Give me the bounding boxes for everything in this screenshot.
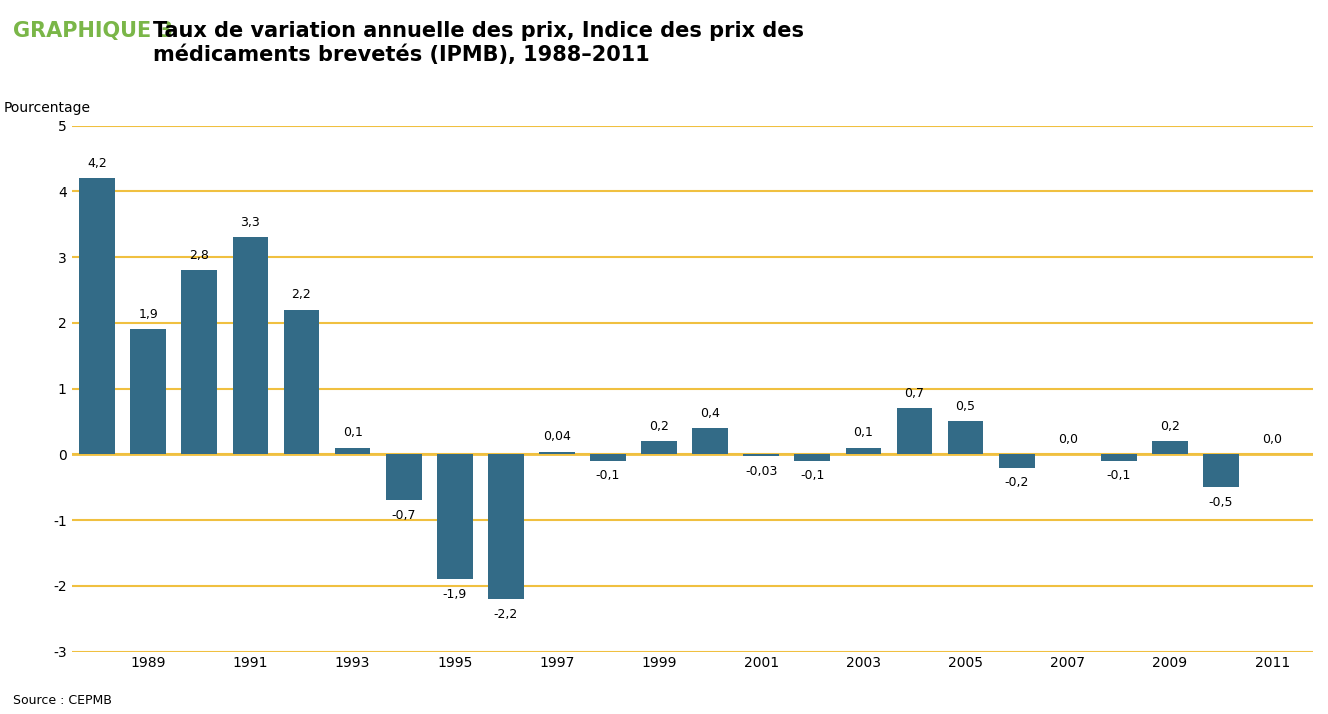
Text: -0,5: -0,5 [1208, 496, 1234, 509]
Bar [896, 408, 932, 454]
Bar [487, 454, 523, 599]
Text: -0,1: -0,1 [1106, 470, 1131, 483]
Text: 0,1: 0,1 [343, 426, 363, 439]
Text: -0,1: -0,1 [596, 470, 620, 483]
Text: -0,7: -0,7 [392, 509, 416, 522]
Text: Source : CEPMB: Source : CEPMB [13, 694, 112, 707]
Text: GRAPHIQUE 3: GRAPHIQUE 3 [13, 21, 173, 41]
Bar [590, 454, 625, 461]
Text: 0,5: 0,5 [956, 400, 976, 413]
Text: 3,3: 3,3 [240, 216, 260, 229]
Bar [846, 448, 882, 454]
Bar [794, 454, 830, 461]
Text: 2,8: 2,8 [190, 248, 210, 262]
Bar [437, 454, 473, 579]
Bar [335, 448, 371, 454]
Text: 0,2: 0,2 [1161, 420, 1179, 433]
Text: -0,03: -0,03 [745, 465, 777, 478]
Text: 0,2: 0,2 [649, 420, 669, 433]
Bar [641, 441, 677, 454]
Text: 2,2: 2,2 [292, 288, 311, 301]
Bar [130, 329, 166, 454]
Text: 1,9: 1,9 [138, 308, 158, 321]
Text: -0,2: -0,2 [1004, 476, 1029, 489]
Text: 0,0: 0,0 [1262, 433, 1282, 446]
Bar [232, 238, 268, 454]
Bar [1153, 441, 1187, 454]
Text: -2,2: -2,2 [494, 608, 518, 620]
Bar [744, 454, 780, 456]
Bar [80, 178, 116, 454]
Text: 0,1: 0,1 [854, 426, 874, 439]
Text: Pourcentage: Pourcentage [4, 101, 90, 115]
Text: 0,0: 0,0 [1058, 433, 1078, 446]
Bar [1203, 454, 1239, 487]
Text: Taux de variation annuelle des prix, Indice des prix des
médicaments brevetés (I: Taux de variation annuelle des prix, Ind… [153, 21, 803, 65]
Bar [386, 454, 421, 501]
Bar [948, 421, 984, 454]
Text: 0,7: 0,7 [904, 387, 924, 400]
Bar [284, 310, 319, 454]
Bar [999, 454, 1035, 468]
Text: -1,9: -1,9 [442, 588, 467, 600]
Text: 4,2: 4,2 [88, 156, 108, 170]
Bar [539, 452, 575, 454]
Bar [182, 271, 218, 454]
Text: 0,04: 0,04 [543, 431, 571, 443]
Bar [692, 428, 728, 454]
Text: 0,4: 0,4 [700, 406, 720, 420]
Bar [1101, 454, 1137, 461]
Text: -0,1: -0,1 [801, 470, 825, 483]
